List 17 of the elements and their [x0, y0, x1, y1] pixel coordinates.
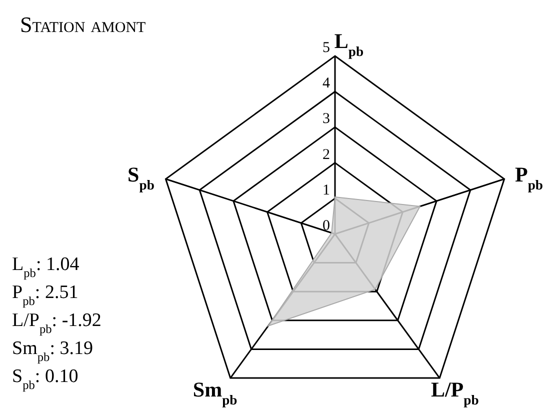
- y-tick-label: 1: [322, 182, 330, 198]
- text: P$_{pb}$: 2.51: [12, 282, 78, 308]
- spoke-label: L$_{pb}$: [334, 29, 364, 58]
- y-tick-label: 2: [322, 146, 330, 163]
- chart-title: Station amont: [20, 12, 146, 37]
- y-tick-label: 0: [322, 218, 330, 234]
- spoke-label: Sm$_{pb}$: [192, 377, 238, 407]
- y-tick-label: 4: [322, 76, 330, 92]
- text: L$_{pb}$: 1.04: [12, 254, 80, 280]
- text: Sm$_{pb}$: 3.19: [12, 338, 93, 364]
- text: L/P$_{pb}$: -1.92: [12, 310, 102, 336]
- spoke-label: S$_{pb}$: [128, 162, 155, 192]
- y-tick-label: 5: [322, 40, 330, 56]
- text: S$_{pb}$: 0.10: [12, 366, 78, 392]
- y-tick-label: 3: [322, 111, 330, 128]
- spoke-label: P$_{pb}$: [515, 162, 544, 192]
- spoke-label: L/P$_{pb}$: [430, 377, 480, 407]
